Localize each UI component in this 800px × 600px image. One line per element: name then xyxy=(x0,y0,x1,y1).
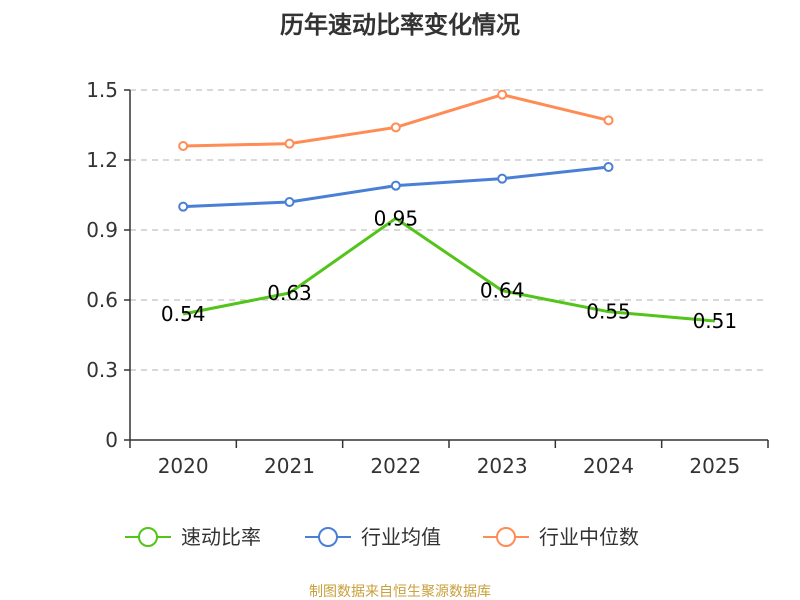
data-source-footer: 制图数据来自恒生聚源数据库 xyxy=(309,584,491,600)
series-point-1 xyxy=(497,173,508,184)
series-point-1 xyxy=(178,201,189,212)
y-tick-label: 0.6 xyxy=(86,288,118,312)
data-label: 0.51 xyxy=(693,309,738,333)
data-label: 0.95 xyxy=(374,206,419,230)
axes: 0 0.3 0.6 0.9 1.2 1.5 2020 2021 2022 2023 2024 2025 xyxy=(86,78,769,478)
x-tick-label: 2020 xyxy=(158,454,209,478)
data-labels: 0.54 0.63 0.95 0.64 0.55 0.51 xyxy=(161,206,737,333)
legend[interactable]: 速动比率 行业均值 行业中位数 xyxy=(125,525,639,549)
y-tick-label: 1.5 xyxy=(86,78,118,102)
legend-item-0[interactable]: 速动比率 xyxy=(125,525,261,549)
series-point-1 xyxy=(603,162,614,172)
data-label: 0.64 xyxy=(480,279,525,303)
series-point-2 xyxy=(603,115,614,126)
x-tick-label: 2024 xyxy=(583,454,634,478)
chart-title: 历年速动比率变化情况 xyxy=(280,11,520,39)
x-tick-label: 2021 xyxy=(264,454,315,478)
x-tick-label: 2022 xyxy=(370,454,421,478)
legend-label: 行业均值 xyxy=(361,525,441,549)
legend-item-2[interactable]: 行业中位数 xyxy=(483,525,639,549)
y-tick-label: 0 xyxy=(105,428,118,452)
series-layer xyxy=(178,89,715,323)
series-point-1 xyxy=(390,180,401,191)
legend-label: 行业中位数 xyxy=(539,525,639,549)
legend-marker-icon xyxy=(496,527,516,547)
series-point-2 xyxy=(284,138,295,149)
y-tick-label: 0.3 xyxy=(86,358,118,382)
x-tick-label: 2023 xyxy=(477,454,528,478)
y-tick-label: 1.2 xyxy=(86,148,118,172)
series-point-2 xyxy=(178,141,189,151)
series-point-2 xyxy=(497,89,508,100)
legend-marker-icon xyxy=(138,527,158,547)
data-label: 0.54 xyxy=(161,302,206,326)
legend-item-1[interactable]: 行业均值 xyxy=(305,525,441,549)
legend-marker-icon xyxy=(318,527,338,547)
data-label: 0.55 xyxy=(586,300,631,324)
legend-label: 速动比率 xyxy=(181,525,261,549)
y-tick-label: 0.9 xyxy=(86,218,118,242)
x-tick-label: 2025 xyxy=(689,454,740,478)
series-point-1 xyxy=(284,197,295,207)
series-point-2 xyxy=(390,122,401,133)
grid-lines xyxy=(130,89,768,371)
series-line-2 xyxy=(183,93,609,148)
data-label: 0.63 xyxy=(267,281,312,305)
series-line-0 xyxy=(182,216,715,323)
